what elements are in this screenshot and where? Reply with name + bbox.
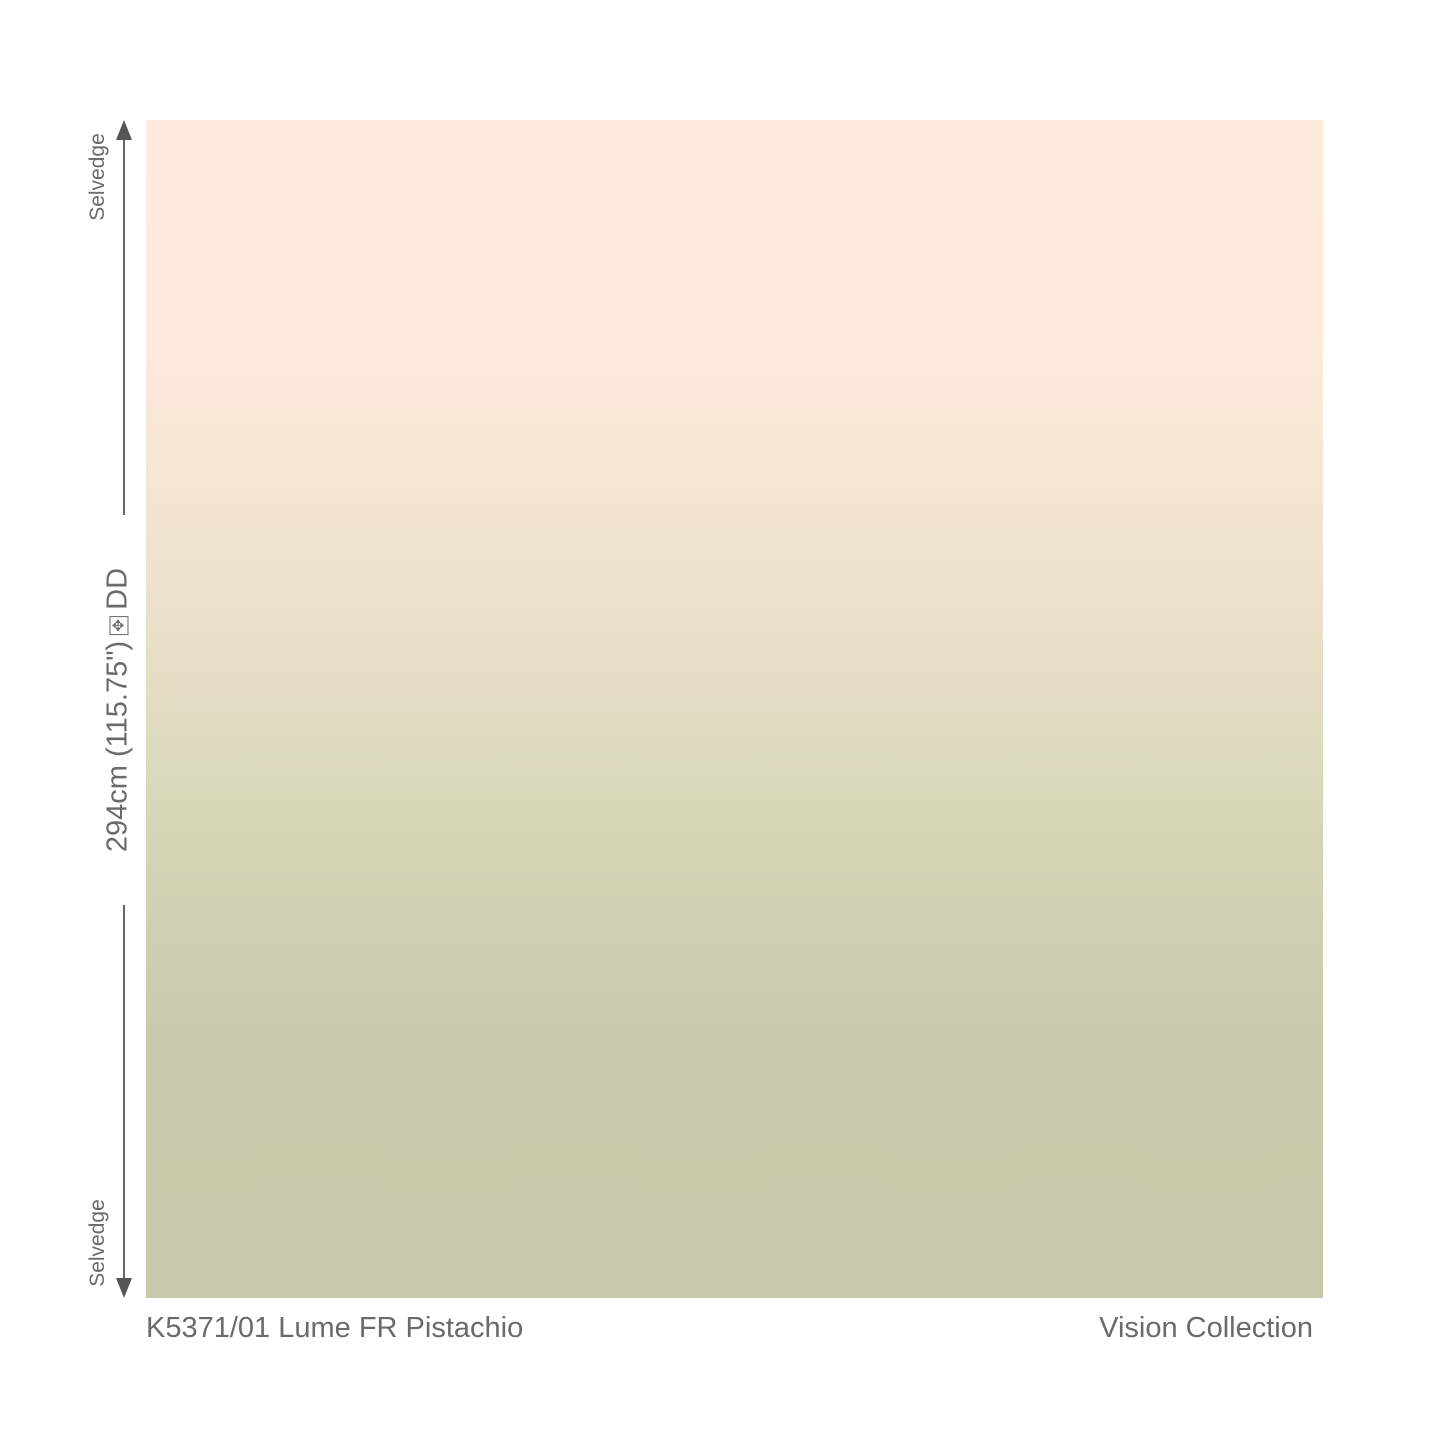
dimension-line-bottom — [123, 905, 125, 1288]
fabric-swatch — [146, 120, 1323, 1298]
product-name: K5371/01 Lume FR Pistachio — [146, 1312, 524, 1344]
selvedge-bottom-label: Selvedge — [86, 1199, 109, 1287]
collection-name: Vision Collection — [1099, 1312, 1313, 1344]
arrow-up-icon — [116, 120, 132, 140]
dimension-line-top — [123, 130, 125, 515]
selvedge-top-label: Selvedge — [86, 133, 109, 221]
direction-suffix: DD — [101, 567, 134, 610]
arrow-down-icon — [116, 1278, 132, 1298]
dimension-label: 294cm (115.75") ✥ DD — [102, 568, 135, 852]
four-way-arrow-box-icon: ✥ — [109, 615, 129, 635]
width-text: 294cm (115.75") — [101, 640, 134, 853]
